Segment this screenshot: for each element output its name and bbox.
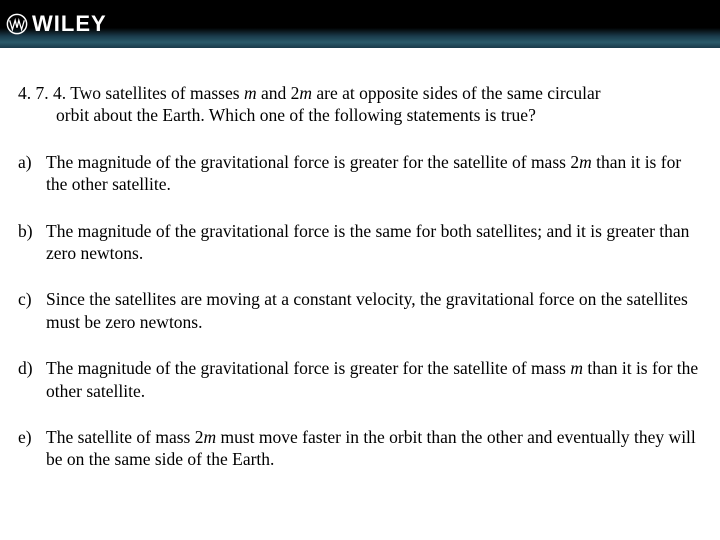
option-text: The satellite of mass 2m must move faste… xyxy=(46,426,702,471)
option-label: d) xyxy=(18,357,46,402)
question-text-seg: are at opposite sides of the same circul… xyxy=(312,83,601,103)
option-label: e) xyxy=(18,426,46,471)
option-a: a) The magnitude of the gravitational fo… xyxy=(18,151,702,196)
option-e: e) The satellite of mass 2m must move fa… xyxy=(18,426,702,471)
option-label: a) xyxy=(18,151,46,196)
option-text: Since the satellites are moving at a con… xyxy=(46,288,702,333)
question-stem: 4. 7. 4. Two satellites of masses m and … xyxy=(18,82,702,127)
option-label: b) xyxy=(18,220,46,265)
brand-header: WILEY xyxy=(0,0,720,48)
option-text: The magnitude of the gravitational force… xyxy=(46,357,702,402)
question-line-2: orbit about the Earth. Which one of the … xyxy=(18,104,702,126)
option-text-seg: The magnitude of the gravitational force… xyxy=(46,358,570,378)
question-number: 4. 7. 4. xyxy=(18,83,66,103)
var-m: m xyxy=(203,427,216,447)
var-m: m xyxy=(299,83,312,103)
slide-content: 4. 7. 4. Two satellites of masses m and … xyxy=(0,48,720,471)
option-c: c) Since the satellites are moving at a … xyxy=(18,288,702,333)
option-text: The magnitude of the gravitational force… xyxy=(46,220,702,265)
option-b: b) The magnitude of the gravitational fo… xyxy=(18,220,702,265)
option-text: The magnitude of the gravitational force… xyxy=(46,151,702,196)
question-text-seg: and 2 xyxy=(257,83,300,103)
option-text-seg: The satellite of mass 2 xyxy=(46,427,203,447)
option-label: c) xyxy=(18,288,46,333)
option-text-seg: The magnitude of the gravitational force… xyxy=(46,152,579,172)
option-d: d) The magnitude of the gravitational fo… xyxy=(18,357,702,402)
var-m: m xyxy=(244,83,257,103)
question-text-seg: Two satellites of masses xyxy=(70,83,244,103)
brand-logo: WILEY xyxy=(6,11,107,37)
var-m: m xyxy=(570,358,583,378)
var-m: m xyxy=(579,152,592,172)
question-line-1: 4. 7. 4. Two satellites of masses m and … xyxy=(18,82,702,104)
wiley-logo-icon xyxy=(6,13,28,35)
brand-name: WILEY xyxy=(32,11,107,37)
